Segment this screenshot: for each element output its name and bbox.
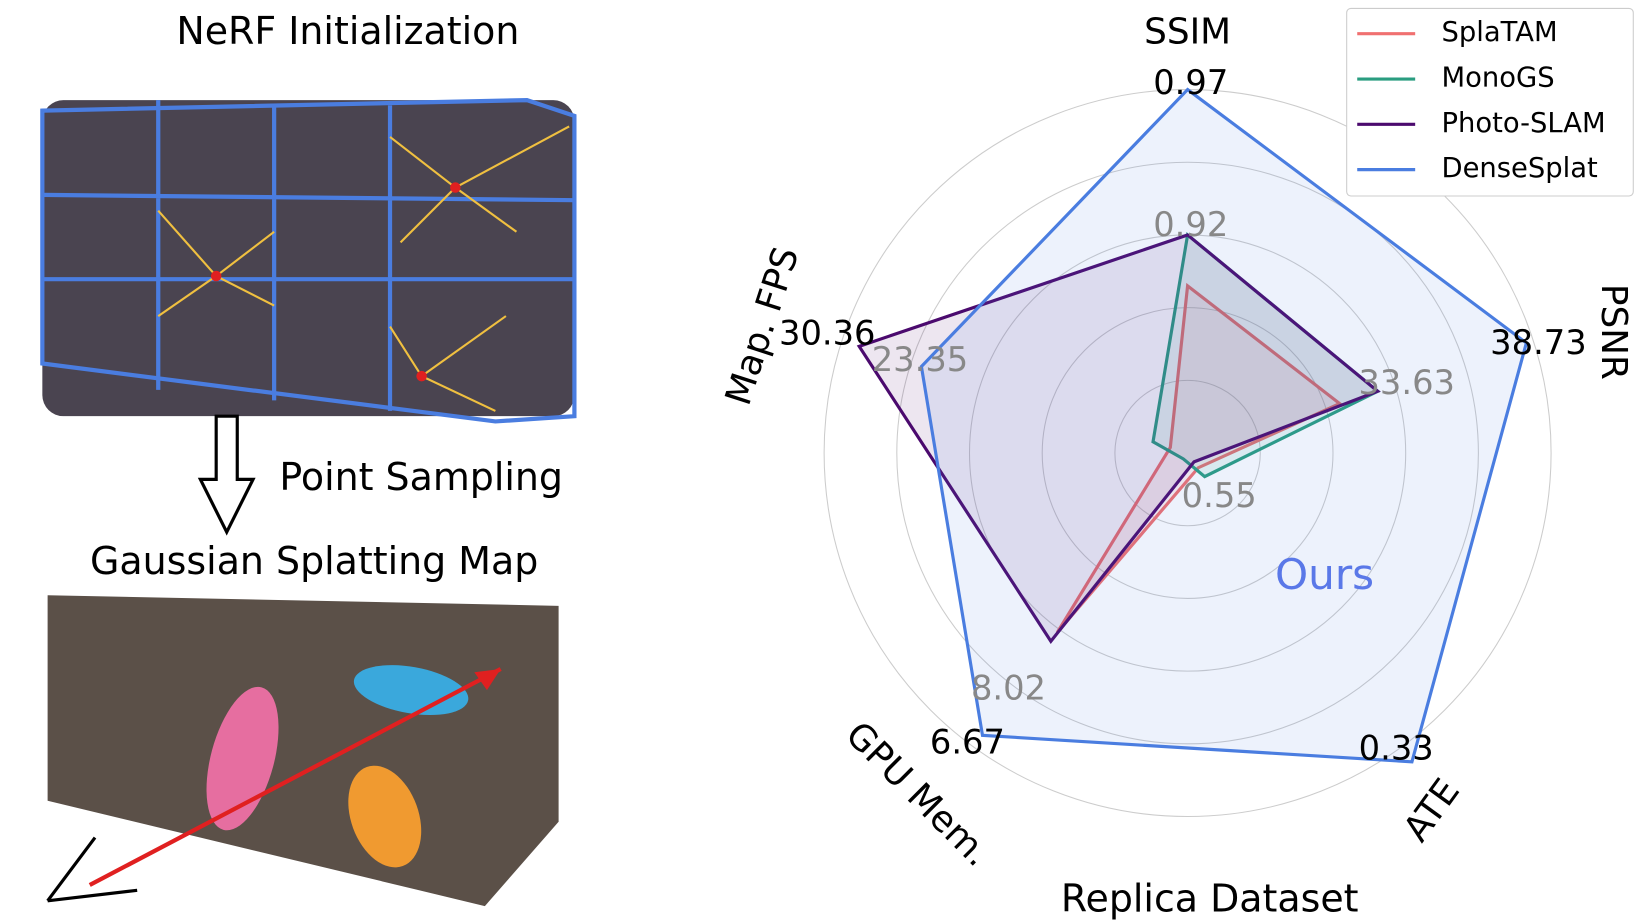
- legend-label: Photo-SLAM: [1442, 108, 1606, 139]
- series-polygon: [856, 233, 1381, 644]
- annotation: 30.36: [779, 314, 876, 353]
- point-cloud: [42, 100, 575, 417]
- grid-ring: [1114, 379, 1261, 527]
- annotation: 0.33: [1359, 729, 1434, 768]
- chart-title: Replica Dataset: [1061, 876, 1359, 920]
- annotation: 0.92: [1153, 205, 1228, 244]
- axis-label: ATE: [1396, 772, 1468, 850]
- label: Gaussian Splatting Map: [90, 539, 538, 583]
- series-polygon: [919, 87, 1529, 764]
- legend-box: [1346, 7, 1634, 197]
- gaussian-map: [46, 595, 559, 907]
- axis-label: SSIM: [1144, 12, 1231, 53]
- label: Point Sampling: [279, 455, 563, 499]
- annotation: 0.97: [1153, 63, 1228, 102]
- annotation: Ours: [1275, 550, 1374, 599]
- nerf-illustration: [40, 97, 577, 424]
- legend-label: MonoGS: [1442, 63, 1555, 94]
- axis-label: PSNR: [1593, 284, 1634, 380]
- annotation: 6.67: [930, 722, 1005, 761]
- legend-label: SplaTAM: [1442, 17, 1558, 48]
- annotation: 0.55: [1182, 476, 1257, 515]
- arrow: [197, 414, 256, 536]
- grid-ring: [1041, 307, 1334, 599]
- legend-label: DenseSplat: [1442, 153, 1599, 184]
- annotation: 33.63: [1358, 363, 1455, 402]
- annotation: 8.02: [971, 669, 1046, 708]
- annotation: 38.73: [1490, 323, 1587, 362]
- annotation: 23.35: [872, 340, 968, 379]
- grid-ring: [896, 161, 1479, 745]
- label: NeRF Initialization: [176, 9, 519, 53]
